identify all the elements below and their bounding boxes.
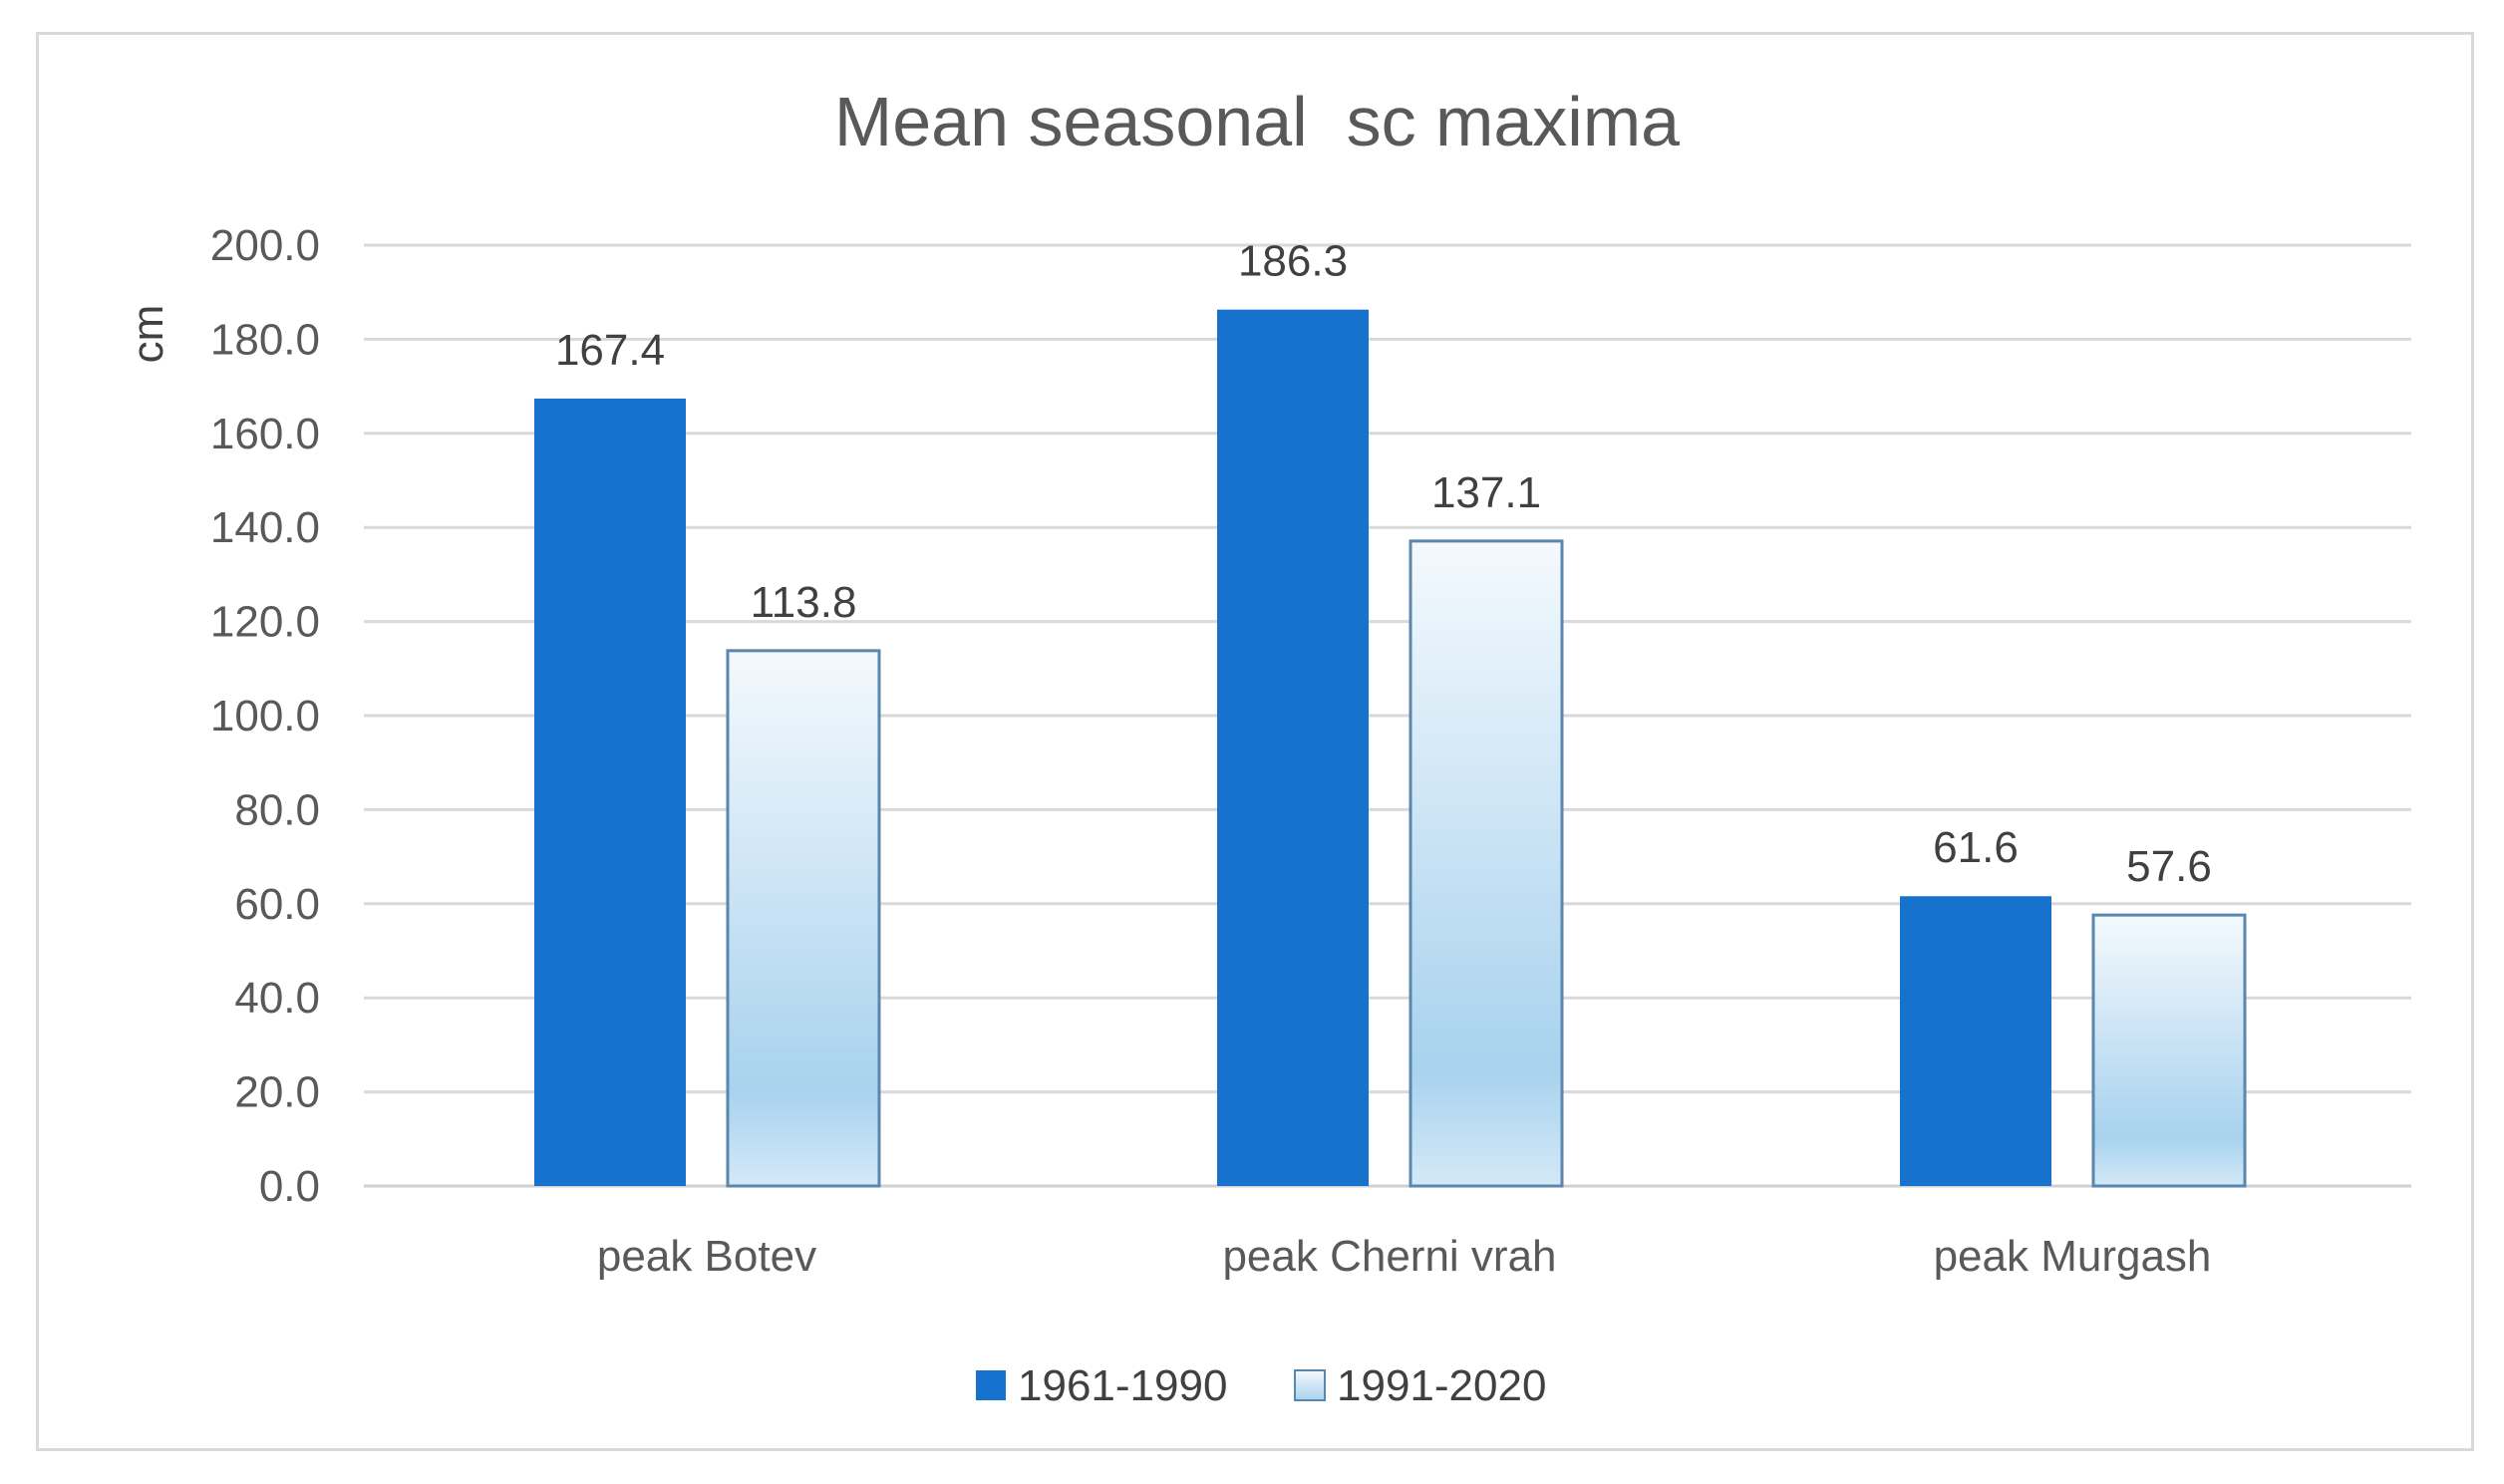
y-axis-title: cm (124, 305, 172, 364)
gridlines (364, 243, 2411, 1188)
data-label: 61.6 (1933, 823, 2019, 872)
y-tick-label: 40.0 (234, 974, 320, 1023)
data-label: 57.6 (2126, 842, 2212, 891)
y-tick-label: 0.0 (259, 1162, 320, 1211)
data-label: 137.1 (1431, 468, 1541, 517)
y-tick-label: 200.0 (210, 221, 320, 270)
bar-series1 (1900, 896, 2051, 1186)
y-tick-label: 20.0 (234, 1068, 320, 1117)
data-label: 113.8 (751, 578, 857, 627)
bar-chart: Mean seasonal sc maxima cm 0.0 20.0 40.0 60… (124, 83, 2411, 1410)
bar-series1 (534, 398, 686, 1186)
data-labels: 167.4 113.8 186.3 137.1 61.6 57.6 (555, 237, 2212, 891)
y-axis-ticks: 0.0 20.0 40.0 60.0 80.0 100.0 120.0 140.0 160.0 1… (210, 221, 320, 1211)
y-tick-label: 160.0 (210, 410, 320, 458)
x-category-label: peak Cherni vrah (1222, 1232, 1556, 1281)
y-tick-label: 140.0 (210, 503, 320, 552)
bar-series2 (726, 649, 881, 1188)
legend: 1961-1990 1991-2020 (976, 1361, 1546, 1410)
legend-swatch (1294, 1369, 1326, 1401)
y-tick-label: 100.0 (210, 692, 320, 741)
x-category-label: peak Botev (597, 1232, 816, 1281)
chart-frame: Mean seasonal sc maxima cm 0.0 20.0 40.0 60… (36, 32, 2474, 1451)
x-axis-categories: peak Botev peak Cherni vrah peak Murgash (597, 1232, 2211, 1281)
y-tick-label: 180.0 (210, 315, 320, 364)
y-tick-label: 120.0 (210, 598, 320, 647)
bar-series2 (2091, 913, 2247, 1188)
bars (534, 309, 2247, 1188)
data-label: 167.4 (555, 326, 665, 375)
legend-swatch (976, 1370, 1006, 1400)
y-tick-label: 60.0 (234, 880, 320, 929)
y-tick-label: 80.0 (234, 785, 320, 834)
bar-series2 (1408, 539, 1564, 1188)
legend-label: 1961-1990 (1018, 1361, 1227, 1410)
data-label: 186.3 (1238, 237, 1348, 286)
chart-title: Mean seasonal sc maxima (834, 83, 1680, 160)
x-category-label: peak Murgash (1934, 1232, 2212, 1281)
bar-series1 (1217, 309, 1369, 1186)
legend-label: 1991-2020 (1337, 1361, 1546, 1410)
